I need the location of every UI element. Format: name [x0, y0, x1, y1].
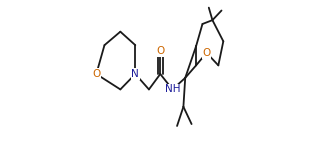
Text: N: N	[131, 69, 139, 79]
Text: O: O	[92, 69, 100, 79]
Text: NH: NH	[165, 84, 180, 94]
Text: O: O	[203, 48, 211, 58]
Text: O: O	[156, 46, 164, 56]
